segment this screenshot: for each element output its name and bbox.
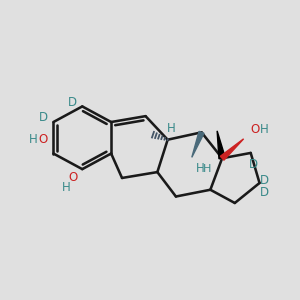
Text: H: H xyxy=(62,181,70,194)
Text: H: H xyxy=(260,123,268,136)
Text: H: H xyxy=(167,122,176,135)
Text: D: D xyxy=(260,174,269,188)
Text: D: D xyxy=(260,186,269,199)
Text: H: H xyxy=(196,162,205,175)
Polygon shape xyxy=(192,131,204,158)
Text: O: O xyxy=(68,172,77,184)
Text: D: D xyxy=(39,111,48,124)
Text: O: O xyxy=(39,133,48,146)
Text: H: H xyxy=(28,133,37,146)
Text: H: H xyxy=(203,164,212,174)
Polygon shape xyxy=(217,131,225,159)
Text: D: D xyxy=(68,96,77,109)
Text: O: O xyxy=(250,123,259,136)
Polygon shape xyxy=(220,139,244,160)
Text: D: D xyxy=(248,158,258,171)
